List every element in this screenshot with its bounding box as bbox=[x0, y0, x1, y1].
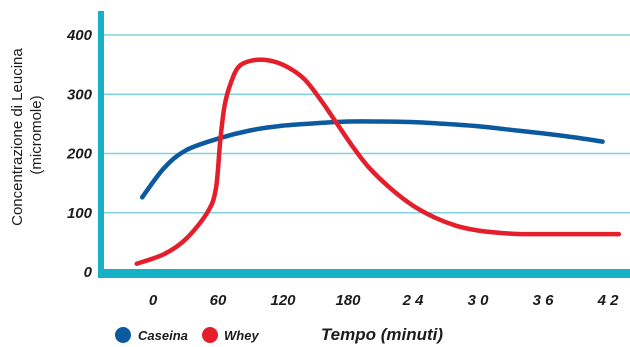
x-tick-label: 3 0 bbox=[468, 292, 490, 309]
legend-swatch-caseina bbox=[115, 327, 131, 343]
grid-lines bbox=[100, 34, 630, 214]
x-tick-label: 2 4 bbox=[402, 292, 425, 309]
series-line-caseina bbox=[139, 119, 605, 200]
y-tick-label: 100 bbox=[67, 205, 93, 222]
y-tick-label: 400 bbox=[66, 27, 93, 44]
x-axis-line bbox=[98, 269, 630, 278]
axes bbox=[98, 11, 630, 278]
x-axis-label: Tempo (minuti) bbox=[321, 325, 443, 344]
y-tick-label: 200 bbox=[66, 146, 93, 163]
x-tick-label: 4 2 bbox=[597, 292, 620, 309]
y-tick-label: 300 bbox=[67, 86, 93, 103]
x-tick-label: 3 6 bbox=[533, 292, 555, 309]
series-lines bbox=[134, 57, 622, 266]
x-tick-label: 60 bbox=[210, 292, 227, 309]
y-tick-labels: 0 100 200 300 400 bbox=[66, 27, 93, 281]
x-tick-labels: 0 60 120 180 2 4 3 0 3 6 4 2 bbox=[149, 292, 619, 309]
y-axis-label-line-2: (micromole) bbox=[28, 95, 45, 174]
x-tick-label: 0 bbox=[149, 292, 158, 309]
legend-swatch-whey bbox=[202, 327, 218, 343]
y-axis-label: Concentrazione di Leucina (micromole) bbox=[9, 44, 45, 226]
series-line-whey bbox=[134, 57, 622, 266]
y-axis-label-line-1: Concentrazione di Leucina bbox=[9, 48, 26, 226]
legend-label-caseina: Caseina bbox=[138, 328, 188, 343]
y-axis-line bbox=[98, 11, 104, 278]
legend: Caseina Whey bbox=[115, 327, 259, 343]
legend-label-whey: Whey bbox=[224, 328, 259, 343]
x-tick-label: 180 bbox=[335, 292, 361, 309]
x-tick-label: 120 bbox=[270, 292, 296, 309]
y-tick-label: 0 bbox=[84, 264, 93, 281]
